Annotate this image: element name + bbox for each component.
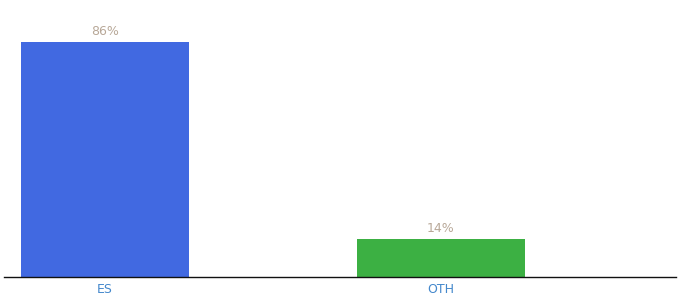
- Text: 86%: 86%: [91, 25, 119, 38]
- Bar: [357, 239, 525, 277]
- Bar: [21, 42, 189, 277]
- Text: 14%: 14%: [427, 222, 455, 235]
